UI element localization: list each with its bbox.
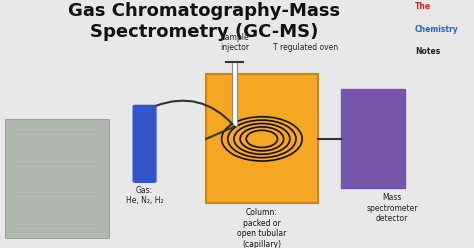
Text: Sample
injector: Sample injector [220, 33, 249, 52]
Text: Notes: Notes [415, 47, 440, 56]
Text: Chemistry: Chemistry [415, 25, 458, 34]
FancyBboxPatch shape [206, 74, 318, 203]
Text: The: The [415, 2, 431, 11]
FancyBboxPatch shape [341, 89, 405, 188]
Text: Gas Chromatography-Mass
Spectrometry (GC-MS): Gas Chromatography-Mass Spectrometry (GC… [68, 2, 340, 41]
FancyBboxPatch shape [133, 105, 156, 182]
FancyBboxPatch shape [232, 62, 237, 126]
Text: Gas:
He, N₂, H₂: Gas: He, N₂, H₂ [126, 186, 164, 205]
Text: Mass
spectrometer
detector: Mass spectrometer detector [366, 193, 418, 223]
Text: Column:
packed or
open tubular
(capillary): Column: packed or open tubular (capillar… [237, 208, 287, 248]
Text: T regulated oven: T regulated oven [273, 43, 337, 52]
FancyBboxPatch shape [5, 119, 109, 238]
